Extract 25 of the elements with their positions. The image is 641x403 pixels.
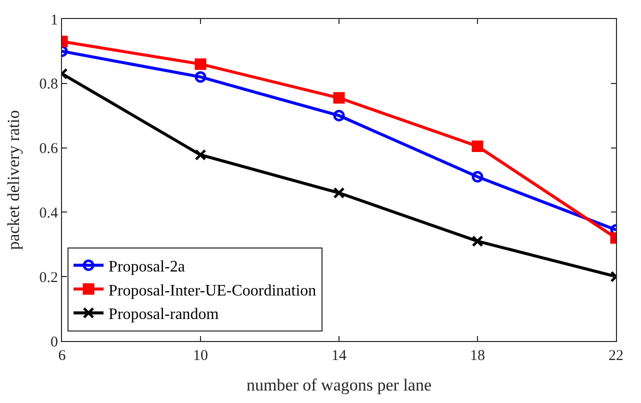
- legend-label: Proposal-2a: [108, 258, 185, 276]
- y-tick-label: 0.8: [39, 76, 58, 93]
- y-tick-label: 1: [50, 12, 58, 28]
- point: [194, 58, 206, 70]
- x-tick-label: 18: [470, 348, 485, 364]
- point: [194, 71, 206, 83]
- y-tick-label: 0.6: [39, 141, 58, 158]
- point: [333, 187, 345, 199]
- x-tick-label: 10: [193, 348, 208, 364]
- x-axis-title: number of wagons per lane: [246, 375, 432, 394]
- y-tick-label: 0.4: [39, 205, 58, 222]
- point: [333, 110, 345, 122]
- point: [472, 171, 484, 183]
- x-tick-label: 14: [332, 348, 347, 364]
- x-tick-label: 22: [608, 348, 624, 364]
- point: [333, 92, 345, 104]
- legend-label: Proposal-random: [108, 306, 220, 324]
- y-tick-label: 0.2: [39, 270, 58, 286]
- x-tick-label: 6: [58, 348, 66, 364]
- y-tick-label: 0: [50, 334, 58, 350]
- point: [472, 235, 484, 247]
- point: [472, 140, 484, 152]
- y-axis-title: packet delivery ratio: [4, 110, 23, 250]
- point: [194, 149, 206, 161]
- legend-label: Proposal-Inter-UE-Coordination: [108, 282, 316, 300]
